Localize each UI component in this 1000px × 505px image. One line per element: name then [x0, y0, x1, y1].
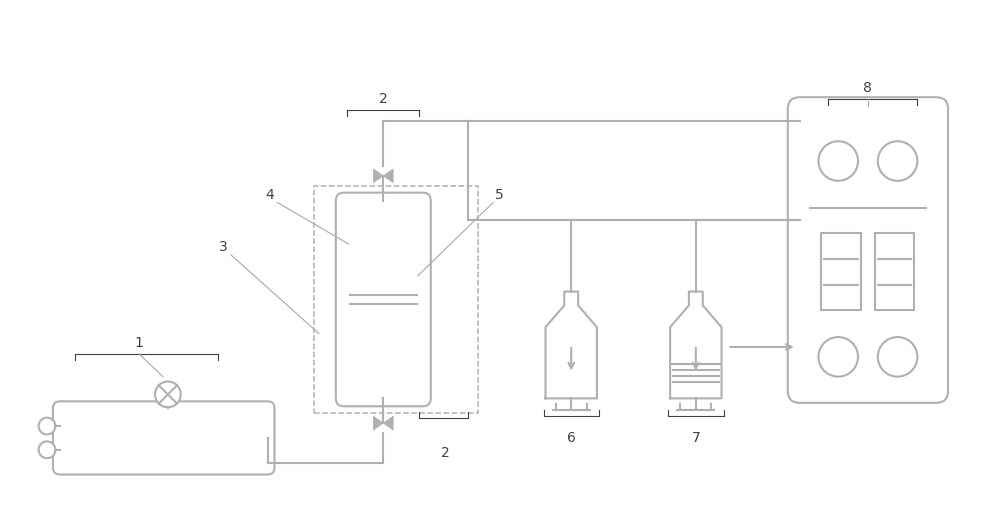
Bar — [314, 186, 478, 414]
FancyBboxPatch shape — [336, 193, 431, 407]
Circle shape — [818, 337, 858, 377]
Text: 7: 7 — [691, 430, 700, 444]
Circle shape — [878, 337, 917, 377]
Text: 5: 5 — [495, 187, 504, 201]
Text: 3: 3 — [219, 239, 228, 254]
Polygon shape — [383, 170, 393, 183]
Text: 6: 6 — [567, 430, 576, 444]
Polygon shape — [383, 416, 393, 430]
Text: 1: 1 — [135, 335, 143, 349]
Text: 4: 4 — [266, 187, 275, 201]
Bar — [821, 234, 861, 311]
Circle shape — [818, 142, 858, 181]
Circle shape — [878, 142, 917, 181]
Text: 8: 8 — [863, 81, 872, 95]
Circle shape — [39, 441, 55, 459]
Circle shape — [155, 382, 181, 408]
FancyBboxPatch shape — [53, 401, 275, 475]
Bar — [875, 234, 914, 311]
Circle shape — [39, 418, 55, 435]
Polygon shape — [373, 170, 383, 183]
FancyBboxPatch shape — [788, 98, 948, 403]
Text: 2: 2 — [441, 445, 450, 459]
Text: 2: 2 — [379, 91, 388, 106]
Polygon shape — [373, 416, 383, 430]
